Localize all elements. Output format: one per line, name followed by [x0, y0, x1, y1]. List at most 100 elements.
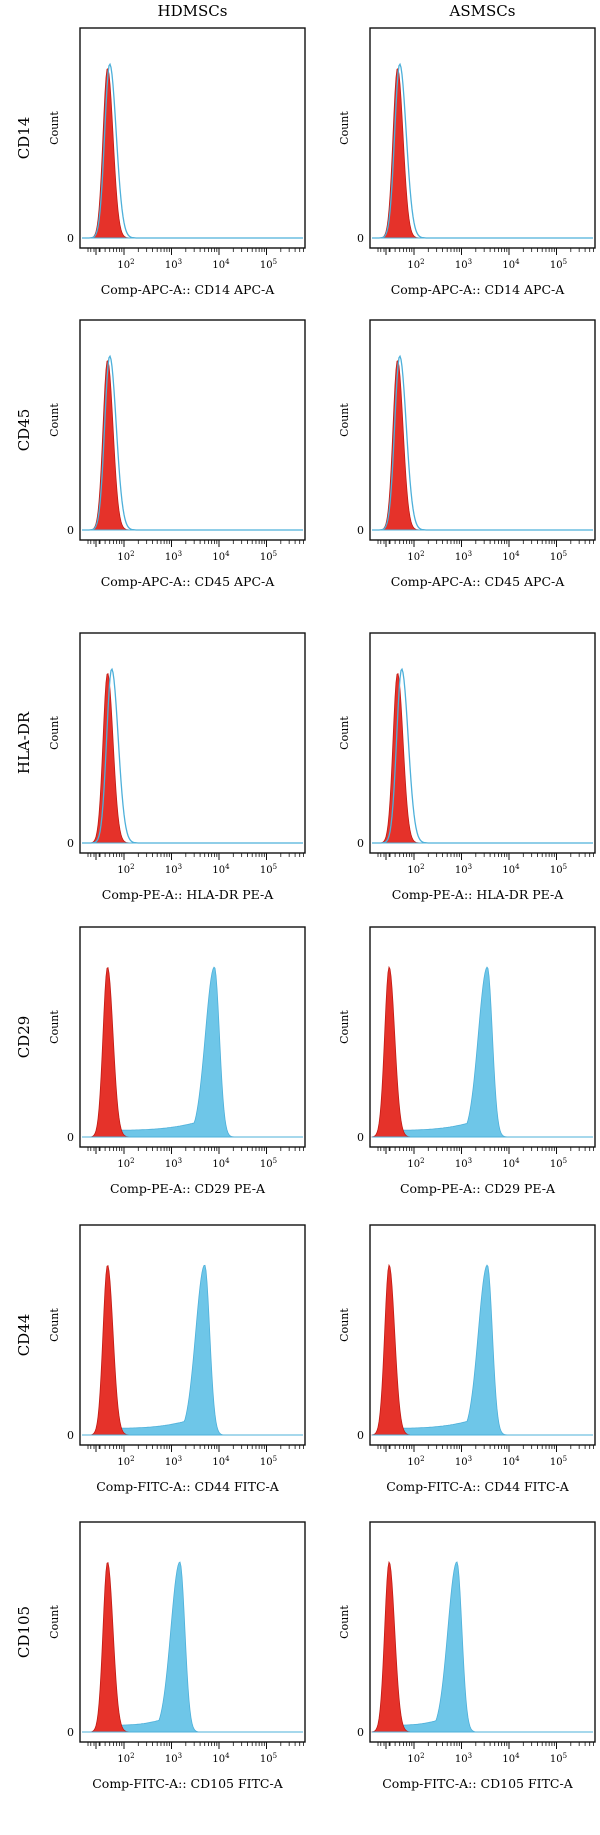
x-tick-label: 105 [260, 1752, 277, 1765]
x-tick-label: 103 [455, 1455, 472, 1468]
x-axis-label: Comp-FITC-A:: CD44 FITC-A [96, 1479, 280, 1494]
control-histogram [82, 1561, 303, 1733]
control-histogram [372, 67, 593, 239]
y-tick-label-0: 0 [67, 1131, 74, 1144]
plot-frame [79, 926, 306, 1148]
x-axis-label: Comp-APC-A:: CD45 APC-A [391, 574, 566, 589]
x-tick-label: 105 [550, 550, 567, 563]
x-tick-label: 104 [502, 1455, 520, 1468]
x-tick-label: 104 [502, 1157, 520, 1170]
y-tick-label-0: 0 [67, 1429, 74, 1442]
plot-frame [79, 632, 306, 854]
plot-frame [79, 27, 306, 249]
y-tick-label-0: 0 [67, 524, 74, 537]
x-tick-label: 102 [407, 1752, 424, 1765]
x-tick-label: 103 [455, 1752, 472, 1765]
plot-frame [79, 1521, 306, 1743]
x-tick-label: 104 [212, 1752, 230, 1765]
plot-frame [369, 926, 596, 1148]
row-header-cd45: CD45 [15, 409, 33, 452]
plot-frame [369, 1521, 596, 1743]
x-tick-label: 103 [165, 1752, 182, 1765]
control-histogram [372, 359, 593, 531]
plot-frame [79, 1224, 306, 1446]
row-header-cd14: CD14 [15, 117, 33, 160]
x-tick-label: 102 [407, 863, 424, 876]
x-tick-label: 102 [117, 1455, 134, 1468]
control-histogram [371, 1560, 593, 1733]
y-axis-label: Count [48, 403, 61, 437]
row-header-cd44: CD44 [15, 1314, 33, 1357]
x-tick-label: 102 [117, 1752, 134, 1765]
control-histogram [82, 67, 303, 239]
x-axis-label: Comp-FITC-A:: CD44 FITC-A [386, 1479, 570, 1494]
x-tick-label: 103 [165, 550, 182, 563]
x-tick-label: 105 [260, 1157, 277, 1170]
plot-frame [369, 27, 596, 249]
x-tick-label: 103 [165, 1157, 182, 1170]
marker-histogram [372, 1561, 593, 1733]
y-tick-label-0: 0 [357, 1726, 364, 1739]
column-header-1: ASMSCs [449, 2, 516, 20]
x-axis-label: Comp-FITC-A:: CD105 FITC-A [382, 1776, 573, 1791]
x-tick-label: 105 [260, 258, 277, 271]
y-axis-label: Count [338, 716, 351, 750]
y-axis-label: Count [48, 1605, 61, 1639]
y-tick-label-0: 0 [357, 1131, 364, 1144]
x-tick-label: 105 [550, 1752, 567, 1765]
x-tick-label: 102 [407, 1455, 424, 1468]
column-header-0: HDMSCs [158, 2, 228, 20]
marker-histogram [372, 966, 593, 1138]
x-tick-label: 104 [212, 1455, 230, 1468]
y-axis-label: Count [338, 1010, 351, 1044]
x-tick-label: 104 [212, 258, 230, 271]
x-axis-label: Comp-PE-A:: HLA-DR PE-A [102, 887, 274, 902]
x-tick-label: 104 [502, 1752, 520, 1765]
x-tick-label: 102 [117, 1157, 134, 1170]
row-header-cd105: CD105 [15, 1606, 33, 1658]
x-tick-label: 103 [455, 863, 472, 876]
x-tick-label: 102 [117, 863, 134, 876]
x-tick-label: 105 [550, 1157, 567, 1170]
y-axis-label: Count [48, 1010, 61, 1044]
x-tick-label: 102 [407, 550, 424, 563]
y-tick-label-0: 0 [357, 232, 364, 245]
x-tick-label: 104 [212, 863, 230, 876]
y-axis-label: Count [338, 111, 351, 145]
plot-frame [369, 319, 596, 541]
x-tick-label: 104 [502, 550, 520, 563]
y-axis-label: Count [338, 1605, 351, 1639]
x-tick-label: 103 [165, 1455, 182, 1468]
x-tick-label: 102 [117, 550, 134, 563]
y-tick-label-0: 0 [357, 837, 364, 850]
x-axis-label: Comp-APC-A:: CD14 APC-A [101, 282, 276, 297]
y-tick-label-0: 0 [357, 524, 364, 537]
x-tick-label: 103 [165, 258, 182, 271]
row-header-cd29: CD29 [15, 1016, 33, 1059]
x-tick-label: 103 [455, 258, 472, 271]
plot-frame [369, 1224, 596, 1446]
y-axis-label: Count [48, 111, 61, 145]
x-tick-label: 105 [550, 1455, 567, 1468]
y-axis-label: Count [338, 403, 351, 437]
x-tick-label: 104 [212, 1157, 230, 1170]
x-tick-label: 105 [260, 863, 277, 876]
y-tick-label-0: 0 [357, 1429, 364, 1442]
y-tick-label-0: 0 [67, 837, 74, 850]
y-axis-label: Count [48, 1308, 61, 1342]
row-header-hla-dr: HLA-DR [15, 711, 33, 774]
y-axis-label: Count [48, 716, 61, 750]
marker-histogram [372, 1264, 593, 1436]
x-tick-label: 105 [550, 258, 567, 271]
x-tick-label: 102 [117, 258, 134, 271]
